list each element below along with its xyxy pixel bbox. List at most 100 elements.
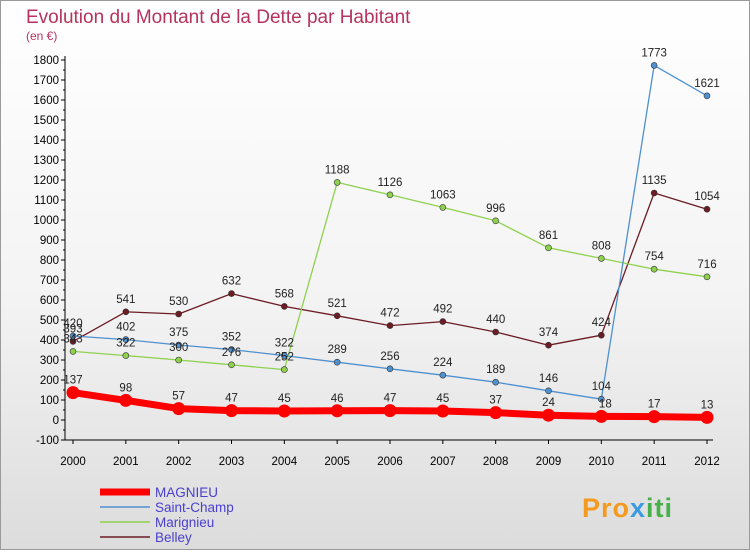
- data-label: 224: [433, 357, 453, 369]
- data-label: 402: [116, 322, 135, 334]
- data-label: 1063: [430, 189, 456, 201]
- data-point: [598, 395, 605, 403]
- data-label: 541: [116, 294, 135, 306]
- y-tick-label: 0: [53, 415, 59, 427]
- y-tick-label: 800: [40, 255, 59, 267]
- brand-text-x: x: [630, 493, 646, 523]
- data-label: 716: [697, 259, 716, 271]
- data-point: [333, 179, 341, 186]
- y-tick-label: 1200: [33, 175, 59, 187]
- data-point: [119, 393, 133, 407]
- data-label: 276: [222, 347, 241, 359]
- data-label: 57: [172, 391, 185, 403]
- data-label: 17: [648, 399, 661, 411]
- data-label: 47: [384, 393, 397, 405]
- y-tick-label: -100: [36, 435, 59, 447]
- data-label: 568: [275, 288, 294, 300]
- data-label: 393: [63, 323, 82, 335]
- x-tick-label: 2008: [483, 456, 509, 468]
- data-point: [228, 361, 235, 369]
- y-tick-label: 1100: [34, 195, 59, 207]
- x-tick-label: 2000: [60, 456, 86, 468]
- legend-label-marignieu: Marignieu: [155, 515, 214, 530]
- data-point: [386, 322, 394, 329]
- x-tick-label: 2002: [166, 456, 192, 468]
- data-point: [439, 371, 447, 379]
- data-point: [277, 404, 291, 418]
- data-label: 861: [539, 230, 558, 242]
- data-point: [598, 331, 605, 339]
- x-tick-label: 2009: [536, 456, 562, 468]
- data-label: 420: [63, 318, 82, 330]
- data-point: [386, 365, 394, 373]
- data-point: [122, 308, 130, 316]
- data-point: [542, 408, 555, 422]
- y-tick-label: 1700: [33, 75, 59, 87]
- data-label: 374: [539, 327, 559, 339]
- y-tick-label: 1800: [33, 55, 59, 67]
- data-label: 252: [275, 352, 294, 364]
- x-tick-label: 2007: [430, 456, 456, 468]
- x-tick-label: 2005: [324, 456, 350, 468]
- y-tick-label: 1500: [33, 115, 59, 127]
- data-point: [650, 62, 658, 69]
- brand-logo: Proxiti: [582, 493, 673, 523]
- y-tick-label: 1000: [33, 215, 59, 227]
- y-tick-label: 600: [40, 295, 59, 307]
- data-label: 46: [331, 393, 344, 405]
- data-label: 375: [169, 327, 188, 339]
- data-point: [122, 352, 130, 359]
- data-point: [439, 204, 447, 211]
- data-label: 632: [222, 276, 241, 288]
- data-point: [703, 273, 711, 281]
- data-point: [489, 406, 503, 420]
- y-tick-label: 100: [40, 395, 59, 407]
- chart-subtitle: (en €): [26, 29, 57, 43]
- data-point: [228, 290, 235, 297]
- data-label: 996: [486, 203, 505, 215]
- data-point: [383, 404, 397, 418]
- x-tick-label: 2001: [113, 456, 139, 468]
- y-tick-label: 700: [40, 275, 59, 287]
- y-tick-label: 200: [40, 375, 59, 387]
- data-point: [492, 328, 499, 336]
- data-point: [650, 265, 658, 273]
- svg-text:Proxiti: Proxiti: [582, 493, 673, 523]
- data-point: [225, 404, 238, 418]
- data-point: [175, 356, 182, 364]
- data-point: [333, 358, 341, 366]
- data-point: [650, 189, 658, 197]
- axes: -100 0 100 200 300 400 500 600 700 800 900 1000 1100…: [33, 55, 719, 468]
- data-point: [594, 409, 608, 423]
- data-label: 808: [592, 240, 611, 252]
- data-point: [69, 348, 77, 355]
- data-label: 289: [328, 344, 347, 356]
- data-point: [175, 310, 182, 318]
- data-label: 146: [539, 373, 558, 385]
- data-point: [333, 312, 341, 320]
- data-point: [281, 366, 288, 373]
- data-label: 104: [592, 381, 612, 393]
- data-point: [545, 341, 552, 349]
- y-tick-label: 1600: [33, 95, 59, 107]
- y-tick-label: 300: [40, 355, 59, 367]
- legend-label-saint-champ: Saint-Champ: [155, 500, 234, 515]
- data-label: 322: [275, 338, 294, 350]
- x-tick-label: 2003: [219, 456, 245, 468]
- data-point: [545, 244, 552, 252]
- x-tick-label: 2006: [377, 456, 403, 468]
- data-point: [122, 336, 130, 343]
- data-label: 1135: [642, 175, 667, 187]
- data-label: 18: [599, 398, 612, 410]
- data-labels: 137 98 57 47 45 46 47 45 37 24 18 17 13 420 402 375 352 3…: [63, 47, 720, 411]
- data-point: [69, 332, 77, 340]
- legend-label-magnieu: MAGNIEU: [155, 485, 218, 500]
- chart-title: Evolution du Montant de la Dette par Hab…: [26, 7, 411, 28]
- data-label: 13: [701, 399, 714, 411]
- y-tick-label: 500: [40, 315, 59, 327]
- x-tick-label: 2004: [272, 456, 298, 468]
